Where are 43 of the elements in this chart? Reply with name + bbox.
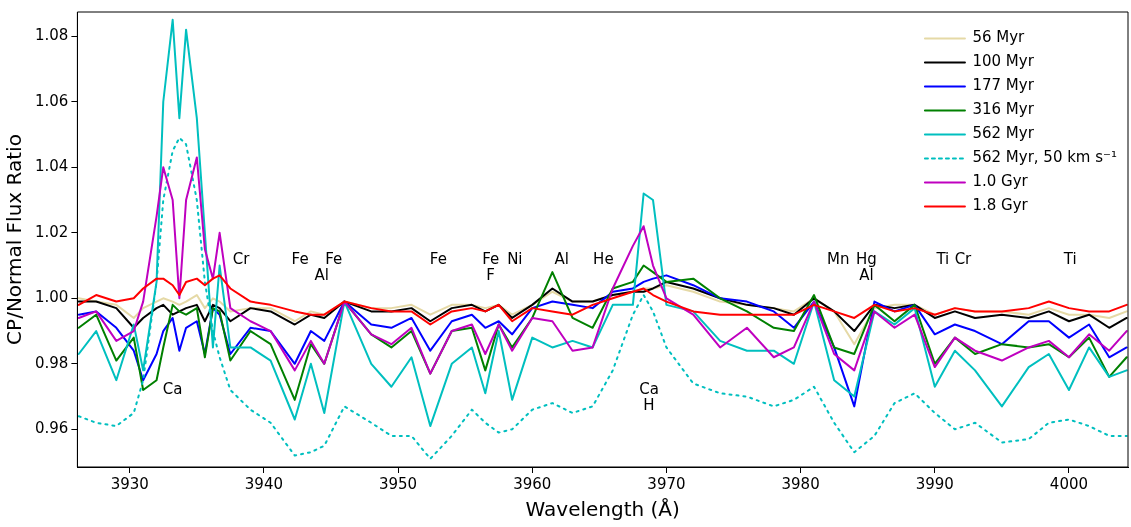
annotation: Fe bbox=[291, 249, 309, 268]
x-tick-label: 3930 bbox=[110, 474, 149, 493]
annotation: Al bbox=[314, 265, 329, 284]
annotation: Ti bbox=[935, 249, 950, 268]
legend-label: 562 Myr, 50 km s⁻¹ bbox=[972, 148, 1118, 167]
annotation: Ca bbox=[639, 379, 659, 398]
x-tick-label: 3960 bbox=[513, 474, 552, 493]
legend-label: 100 Myr bbox=[972, 52, 1035, 71]
annotation: Fe bbox=[325, 249, 343, 268]
x-tick-label: 3990 bbox=[915, 474, 954, 493]
y-tick-label: 0.98 bbox=[34, 353, 69, 372]
x-axis-title: Wavelength (Å) bbox=[525, 497, 680, 522]
legend-label: 316 Myr bbox=[972, 100, 1035, 119]
annotation: Ti bbox=[1062, 249, 1077, 268]
x-tick-label: 3950 bbox=[378, 474, 418, 493]
x-tick-label: 3980 bbox=[781, 474, 820, 493]
annotation: Al bbox=[554, 249, 569, 268]
y-tick-label: 1.06 bbox=[34, 91, 69, 110]
legend-label: 1.0 Gyr bbox=[972, 172, 1029, 191]
annotation: Ni bbox=[507, 249, 523, 268]
x-tick-label: 3940 bbox=[244, 474, 283, 493]
annotation: Mn bbox=[826, 249, 850, 268]
y-tick-label: 1.08 bbox=[34, 26, 69, 45]
legend-label: 562 Myr bbox=[972, 124, 1035, 143]
annotation: Ca bbox=[162, 379, 183, 398]
y-tick-label: 1.02 bbox=[34, 222, 69, 241]
legend-label: 1.8 Gyr bbox=[972, 196, 1029, 215]
y-axis-title: CP/Normal Flux Ratio bbox=[2, 134, 27, 345]
annotation: H bbox=[643, 395, 655, 414]
annotation: Hg bbox=[855, 249, 877, 268]
x-tick-label: 4000 bbox=[1049, 474, 1089, 493]
annotation: Fe bbox=[429, 249, 447, 268]
legend-label: 56 Myr bbox=[972, 28, 1026, 47]
annotation: Fe bbox=[482, 249, 500, 268]
y-tick-label: 1.04 bbox=[34, 157, 69, 176]
annotation: Cr bbox=[954, 249, 973, 268]
annotation: He bbox=[593, 249, 614, 268]
annotation: F bbox=[486, 265, 495, 284]
y-tick-label: 1.00 bbox=[34, 288, 69, 307]
y-tick-label: 0.96 bbox=[34, 419, 69, 438]
x-tick-label: 3970 bbox=[647, 474, 686, 493]
annotation: Cr bbox=[232, 249, 251, 268]
legend-label: 177 Myr bbox=[972, 76, 1035, 95]
